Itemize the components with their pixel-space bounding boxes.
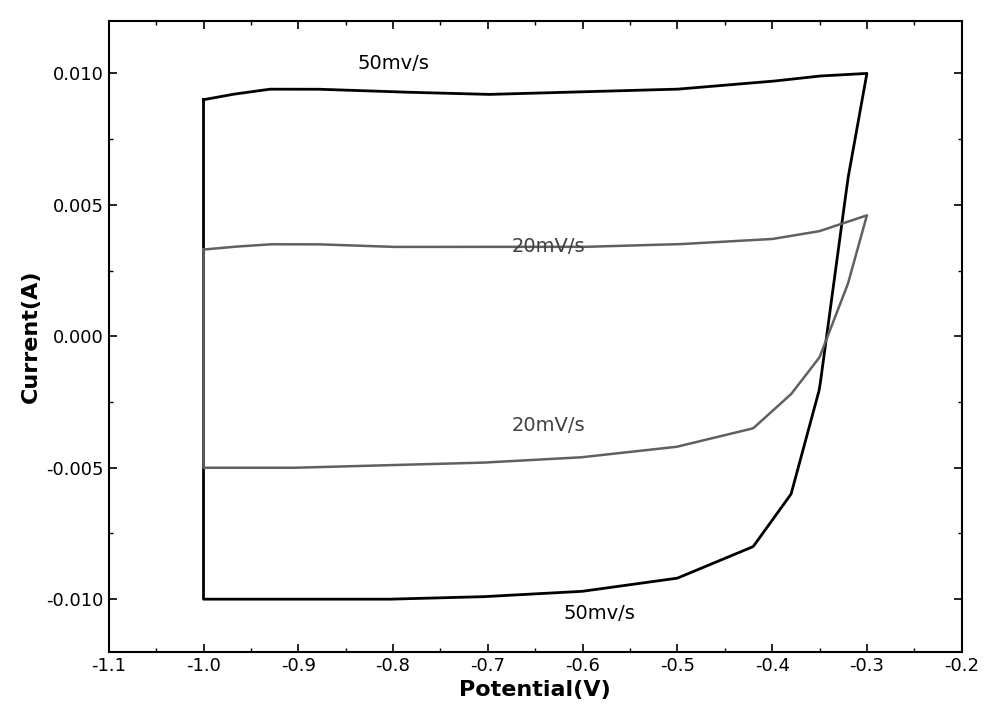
Text: 50mv/s: 50mv/s [564, 604, 636, 624]
Y-axis label: Current(A): Current(A) [21, 270, 41, 403]
Text: 20mV/s: 20mV/s [512, 237, 585, 257]
Text: 20mV/s: 20mV/s [512, 416, 585, 435]
X-axis label: Potential(V): Potential(V) [459, 680, 611, 700]
Text: 50mv/s: 50mv/s [357, 54, 429, 74]
